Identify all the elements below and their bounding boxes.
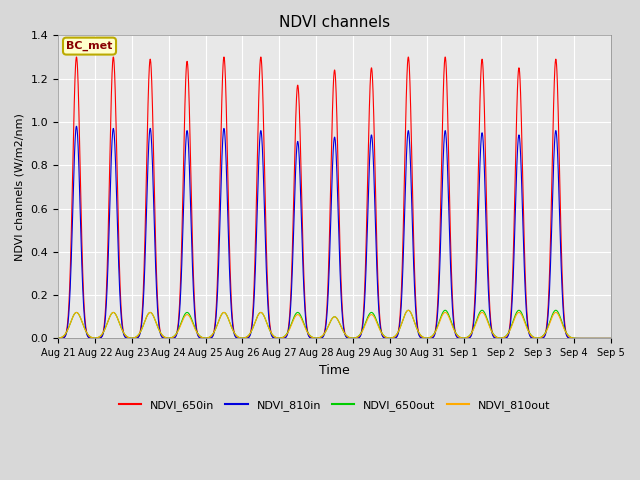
Title: NDVI channels: NDVI channels	[279, 15, 390, 30]
X-axis label: Time: Time	[319, 364, 350, 377]
Y-axis label: NDVI channels (W/m2/nm): NDVI channels (W/m2/nm)	[15, 113, 25, 261]
Text: BC_met: BC_met	[67, 41, 113, 51]
Legend: NDVI_650in, NDVI_810in, NDVI_650out, NDVI_810out: NDVI_650in, NDVI_810in, NDVI_650out, NDV…	[115, 396, 555, 415]
